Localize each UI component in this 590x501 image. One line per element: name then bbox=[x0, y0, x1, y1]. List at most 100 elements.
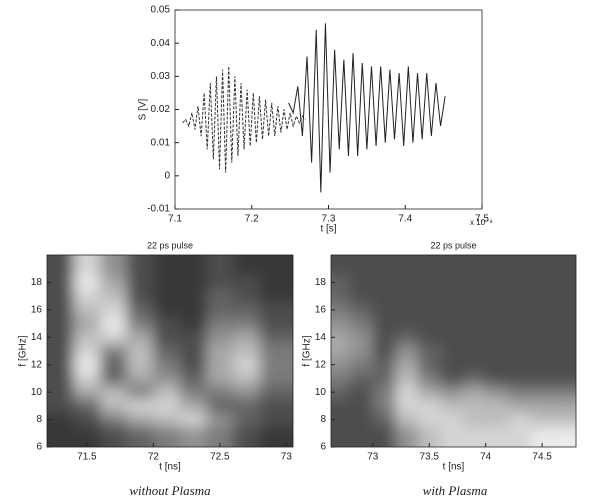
y-tick-label: 14 bbox=[315, 332, 327, 343]
plot-frame bbox=[46, 254, 294, 448]
heat-cell bbox=[485, 344, 509, 358]
heat-cell bbox=[73, 385, 101, 399]
heat-cell bbox=[331, 426, 351, 447]
panel-title: 22 ps pulse bbox=[430, 240, 476, 250]
heat-cell bbox=[126, 426, 154, 447]
heat-cell bbox=[259, 275, 293, 290]
heat-cell bbox=[126, 255, 154, 276]
y-tick-label: 6 bbox=[36, 442, 42, 453]
heat-cell bbox=[179, 344, 207, 358]
heat-cell bbox=[179, 289, 207, 303]
heat-cell bbox=[463, 289, 486, 303]
heat-cell bbox=[259, 330, 293, 345]
heat-cell bbox=[233, 275, 260, 290]
x-axis-label: t [ns] bbox=[159, 462, 181, 473]
heat-cell bbox=[179, 316, 207, 331]
panel-title: 22 ps pulse bbox=[147, 240, 193, 250]
heat-cell bbox=[485, 412, 509, 427]
heat-cell bbox=[73, 412, 101, 427]
heat-cell bbox=[73, 275, 101, 290]
heat-cell bbox=[395, 303, 418, 317]
heat-cell bbox=[508, 289, 531, 303]
heat-cell bbox=[440, 426, 464, 447]
heat-cell bbox=[331, 371, 351, 386]
heat-cell bbox=[417, 344, 441, 358]
y-tick-label: 14 bbox=[31, 332, 43, 343]
heat-cell bbox=[331, 255, 351, 276]
heat-cell bbox=[331, 385, 351, 399]
heat-cell bbox=[372, 255, 396, 276]
heat-cell bbox=[485, 426, 509, 447]
heat-cell bbox=[153, 255, 180, 276]
heat-cell bbox=[440, 412, 464, 427]
heat-cell bbox=[440, 303, 464, 317]
heat-cell bbox=[179, 385, 207, 399]
heat-cell bbox=[395, 255, 418, 276]
heat-cell bbox=[530, 344, 554, 358]
x-tick-label: 7.1 bbox=[168, 214, 182, 225]
heat-cell bbox=[395, 412, 418, 427]
y-tick-label: 12 bbox=[31, 359, 43, 370]
heat-cell bbox=[372, 275, 396, 290]
heat-cell bbox=[508, 275, 531, 290]
heat-cell bbox=[126, 289, 154, 303]
axis-multiplier: x 10⁻⁸ bbox=[470, 218, 493, 227]
heat-cell bbox=[47, 371, 74, 386]
heat-cell bbox=[417, 316, 441, 331]
y-axis-label: f [GHz] bbox=[18, 335, 29, 366]
heat-cell bbox=[372, 371, 396, 386]
heat-cell bbox=[508, 357, 531, 372]
heat-cell bbox=[395, 426, 418, 447]
heat-cell bbox=[47, 426, 74, 447]
heat-cell bbox=[233, 255, 260, 276]
heat-cell bbox=[508, 399, 531, 413]
heat-cell bbox=[233, 330, 260, 345]
heatmap bbox=[331, 255, 576, 447]
heat-cell bbox=[553, 385, 576, 399]
heat-cell bbox=[508, 371, 531, 386]
heat-cell bbox=[100, 303, 127, 317]
heat-cell bbox=[463, 330, 486, 345]
heat-cell bbox=[126, 385, 154, 399]
heat-cell bbox=[372, 399, 396, 413]
heat-cell bbox=[259, 344, 293, 358]
heat-cell bbox=[259, 412, 293, 427]
heat-cell bbox=[417, 289, 441, 303]
heat-cell bbox=[395, 399, 418, 413]
heat-cell bbox=[233, 303, 260, 317]
caption: with Plasma bbox=[423, 483, 488, 498]
heat-cell bbox=[485, 330, 509, 345]
heat-cell bbox=[350, 255, 373, 276]
heat-cell bbox=[417, 303, 441, 317]
heat-cell bbox=[530, 357, 554, 372]
plot-frame bbox=[330, 254, 577, 448]
heat-cell bbox=[153, 316, 180, 331]
heat-cell bbox=[485, 399, 509, 413]
heat-cell bbox=[259, 316, 293, 331]
heat-cell bbox=[440, 385, 464, 399]
heat-cell bbox=[530, 289, 554, 303]
heat-cell bbox=[553, 426, 576, 447]
heat-cell bbox=[47, 275, 74, 290]
y-tick-label: 10 bbox=[31, 387, 43, 398]
heat-cell bbox=[395, 344, 418, 358]
heat-cell bbox=[126, 316, 154, 331]
heat-cell bbox=[47, 399, 74, 413]
heat-cell bbox=[463, 412, 486, 427]
heat-cell bbox=[179, 426, 207, 447]
heat-cell bbox=[179, 357, 207, 372]
heat-cell bbox=[47, 344, 74, 358]
heat-cell bbox=[47, 385, 74, 399]
y-tick-label: 0.05 bbox=[151, 5, 171, 16]
y-tick-label: 0 bbox=[164, 170, 170, 181]
heat-cell bbox=[100, 426, 127, 447]
heat-cell bbox=[206, 357, 234, 372]
heat-cell bbox=[47, 330, 74, 345]
heat-cell bbox=[331, 399, 351, 413]
heat-cell bbox=[259, 371, 293, 386]
heat-cell bbox=[372, 385, 396, 399]
heat-cell bbox=[350, 316, 373, 331]
heat-cell bbox=[126, 344, 154, 358]
heat-cell bbox=[179, 399, 207, 413]
